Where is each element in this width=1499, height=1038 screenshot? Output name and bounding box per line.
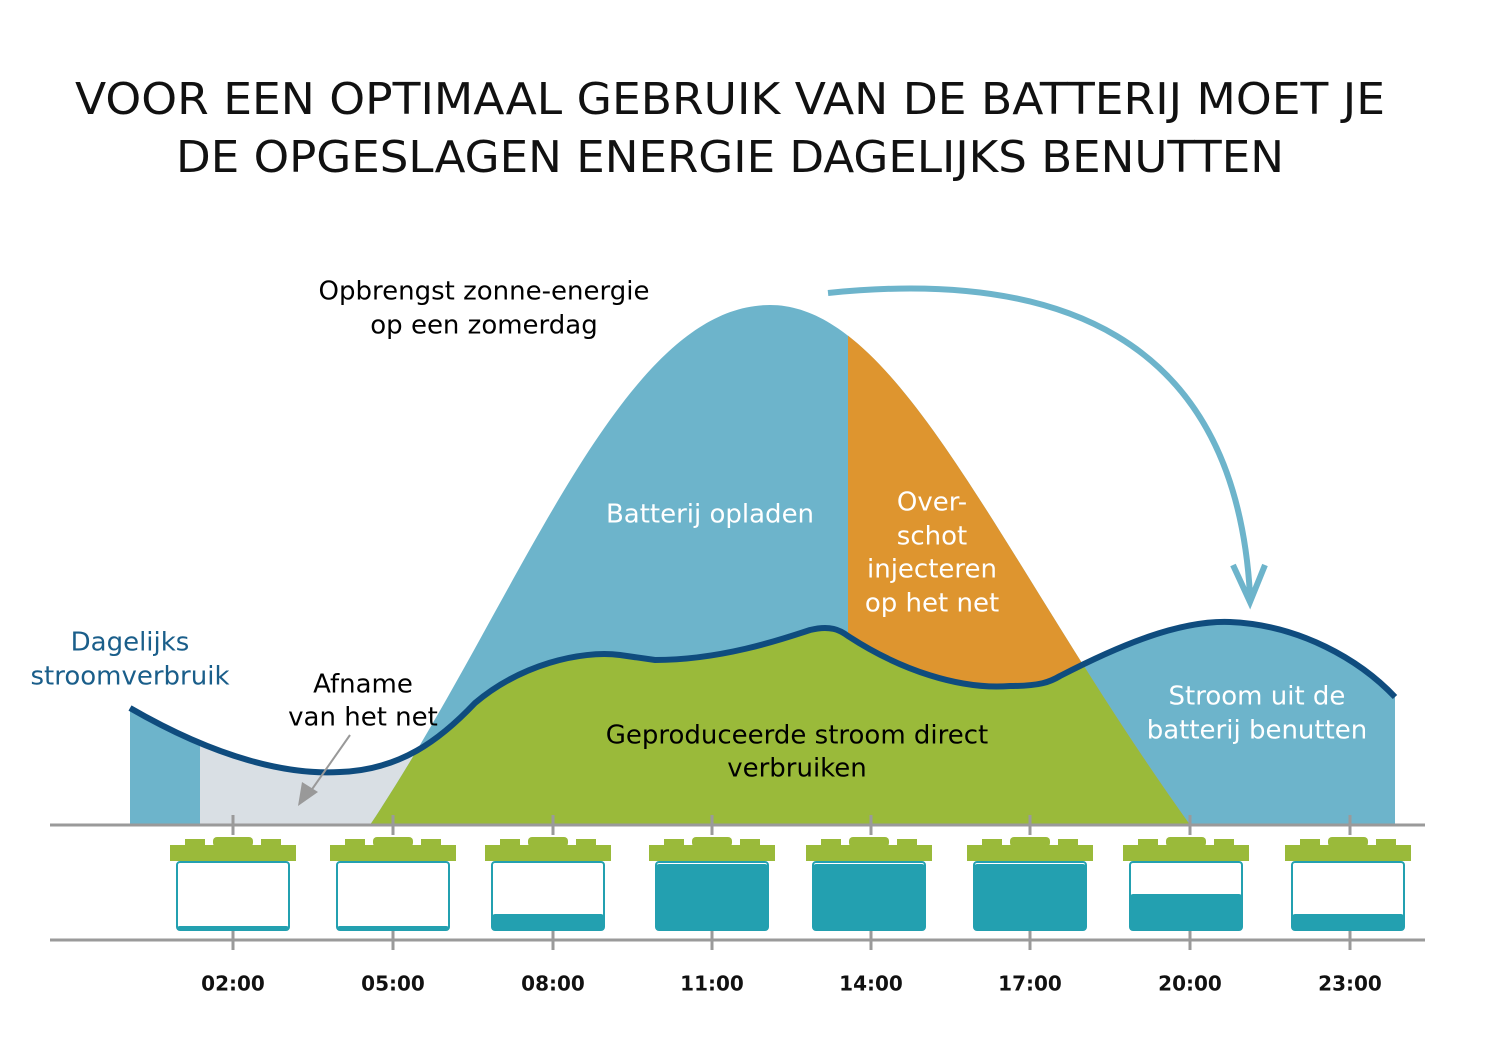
label: schot bbox=[897, 522, 967, 552]
label: batterij benutten bbox=[1147, 716, 1368, 746]
label: Geproduceerde stroom direct bbox=[606, 721, 989, 751]
battery-terminal bbox=[1214, 839, 1234, 847]
battery-cap bbox=[485, 845, 611, 861]
battery-terminal bbox=[500, 839, 520, 847]
title-line: VOOR EEN OPTIMAAL GEBRUIK VAN DE BATTERI… bbox=[75, 74, 1385, 125]
label: stroomverbruik bbox=[30, 662, 229, 692]
battery-body bbox=[336, 861, 450, 931]
time-label: 23:00 bbox=[1318, 972, 1382, 996]
battery-cap bbox=[170, 845, 296, 861]
time-label: 17:00 bbox=[998, 972, 1062, 996]
label: Batterij opladen bbox=[606, 500, 814, 530]
battery-terminal bbox=[576, 839, 596, 847]
battery-charge bbox=[1130, 894, 1242, 930]
pointer bbox=[307, 734, 351, 796]
direct-use-area bbox=[370, 621, 1190, 825]
battery-terminal bbox=[213, 837, 253, 847]
battery-charge bbox=[492, 914, 604, 930]
label: Over- bbox=[897, 488, 967, 518]
battery-terminal bbox=[821, 839, 841, 847]
label: op een zomerdag bbox=[370, 311, 597, 341]
time-label: 20:00 bbox=[1158, 972, 1222, 996]
battery-terminal bbox=[664, 839, 684, 847]
time-label: 14:00 bbox=[839, 972, 903, 996]
battery-terminal bbox=[1376, 839, 1396, 847]
battery-terminal bbox=[740, 839, 760, 847]
battery-body bbox=[176, 861, 290, 931]
time-label: 05:00 bbox=[361, 972, 425, 996]
label: op het net bbox=[865, 589, 999, 619]
battery-terminal bbox=[1166, 837, 1206, 847]
battery-terminal bbox=[692, 837, 732, 847]
battery-cap bbox=[649, 845, 775, 861]
battery-charge bbox=[337, 926, 449, 930]
battery-cap bbox=[1123, 845, 1249, 861]
battery-terminal bbox=[421, 839, 441, 847]
label: van het net bbox=[288, 703, 438, 733]
battery-terminal bbox=[345, 839, 365, 847]
battery-cap bbox=[967, 845, 1093, 861]
battery-terminal bbox=[261, 839, 281, 847]
label: Dagelijks bbox=[71, 628, 190, 658]
battery-terminal bbox=[373, 837, 413, 847]
battery-cap bbox=[806, 845, 932, 861]
label: verbruiken bbox=[727, 754, 867, 784]
label: Opbrengst zonne-energie bbox=[319, 277, 650, 307]
label: Stroom uit de bbox=[1169, 682, 1346, 712]
time-label: 08:00 bbox=[521, 972, 585, 996]
time-label: 11:00 bbox=[680, 972, 744, 996]
battery-charge bbox=[813, 864, 925, 930]
flow-arrowhead bbox=[1230, 563, 1268, 610]
battery-cap bbox=[330, 845, 456, 861]
battery-terminal bbox=[185, 839, 205, 847]
label: Afname bbox=[313, 670, 413, 700]
battery-terminal bbox=[1300, 839, 1320, 847]
battery-terminal bbox=[1138, 839, 1158, 847]
time-label: 02:00 bbox=[201, 972, 265, 996]
battery-terminal bbox=[897, 839, 917, 847]
battery-terminal bbox=[1328, 837, 1368, 847]
battery-terminal bbox=[982, 839, 1002, 847]
title-line: DE OPGESLAGEN ENERGIE DAGELIJKS BENUTTEN bbox=[176, 132, 1284, 183]
consumption-curve bbox=[128, 618, 1398, 776]
battery-charge bbox=[177, 926, 289, 930]
battery-terminal bbox=[528, 837, 568, 847]
battery-terminal bbox=[849, 837, 889, 847]
battery-charge bbox=[656, 864, 768, 930]
battery-terminal bbox=[1010, 837, 1050, 847]
battery-terminal bbox=[1058, 839, 1078, 847]
label: injecteren bbox=[867, 555, 997, 585]
flow-arrow bbox=[827, 285, 1253, 596]
battery-charge bbox=[1292, 914, 1404, 930]
battery-charge bbox=[974, 864, 1086, 930]
pointer-head bbox=[298, 782, 318, 806]
battery-cap bbox=[1285, 845, 1411, 861]
